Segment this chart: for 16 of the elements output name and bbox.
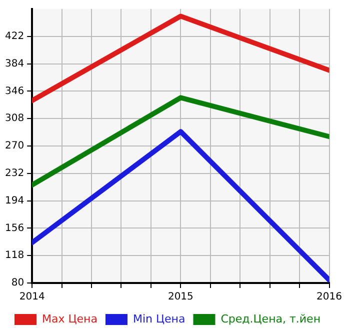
y-tick-label: 384 (4, 58, 24, 70)
y-tick-label: 232 (4, 168, 24, 179)
y-tick-label: 80 (11, 278, 24, 289)
y-tick-label: 346 (4, 86, 24, 97)
y-tick-label: 308 (4, 113, 24, 124)
legend-label: Min Цена (132, 312, 186, 326)
y-tick-label: 118 (4, 250, 24, 262)
x-tick-label: 2014 (19, 292, 45, 303)
y-tick-label: 156 (4, 222, 24, 234)
legend-label: Сред.Цена, т.йен (220, 312, 321, 326)
y-tick-label: 422 (4, 30, 24, 42)
x-tick-label: 2016 (316, 292, 342, 303)
y-tick-label: 270 (4, 140, 24, 152)
legend-label: Max Цена (42, 312, 98, 326)
y-tick-label: 194 (4, 195, 24, 206)
x-tick-label: 2015 (168, 292, 194, 303)
